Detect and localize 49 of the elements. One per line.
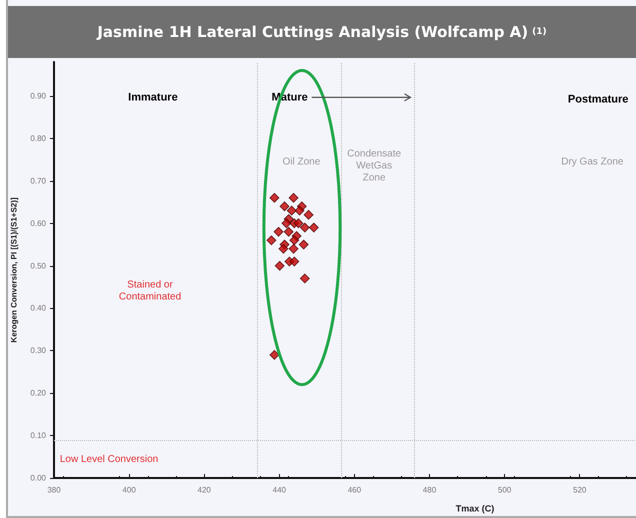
annotation: Immature	[128, 91, 178, 104]
point	[300, 274, 310, 284]
chart-title: Jasmine 1H Lateral Cuttings Analysis (Wolfcamp A)$^{(1)}$	[8, 6, 636, 58]
point	[288, 192, 298, 203]
x-tick-label: 380	[47, 486, 62, 494]
annotation: Dry Gas Zone	[561, 156, 624, 168]
y-tick-label: 0.50	[30, 261, 47, 270]
point	[270, 350, 280, 360]
y-tick-label: 0.20	[30, 388, 47, 398]
x-axis-title: Tmax (C)	[456, 504, 494, 514]
annotation: Low Level Conversion	[60, 454, 158, 465]
point	[300, 222, 310, 232]
x-tick-label: 460	[348, 486, 362, 494]
annotation: Oil Zone	[282, 156, 321, 168]
point	[284, 226, 294, 237]
x-tick-label: 500	[498, 486, 512, 494]
x-tick-label: 440	[272, 486, 287, 494]
y-tick-label: 0.90	[30, 91, 47, 100]
point	[266, 235, 276, 246]
point	[289, 256, 300, 266]
point	[274, 226, 284, 237]
y-tick-label: 0.30	[30, 346, 47, 356]
point	[280, 201, 290, 212]
y-tick-label: 0.00	[30, 474, 47, 482]
y-tick-label: 0.60	[30, 218, 47, 228]
y-tick-label: 0.40	[30, 304, 47, 313]
point	[282, 218, 292, 228]
y-axis-title: Kerogen Conversion, PI [(S1)/(S1+S2)]	[10, 197, 18, 343]
y-tick-label: 0.80	[30, 134, 47, 143]
point	[286, 206, 297, 216]
point	[304, 210, 314, 220]
point	[294, 206, 304, 216]
annotation: Condensate WetGas Zone	[347, 148, 402, 184]
point	[270, 192, 280, 203]
x-tick-label: 400	[122, 486, 136, 494]
point	[289, 235, 300, 246]
x-tick-label: 420	[198, 486, 212, 494]
point	[278, 244, 288, 254]
y-tick-label: 0.70	[30, 176, 47, 186]
y-tick-label: 0.10	[30, 431, 47, 440]
annotation: Postmature	[568, 93, 628, 106]
x-tick-label: 480	[422, 486, 437, 494]
annotation: Stained or Contaminated	[118, 279, 182, 302]
point	[288, 244, 298, 254]
point	[274, 260, 285, 271]
point	[298, 240, 309, 250]
point	[308, 222, 319, 232]
x-tick-label: 520	[573, 486, 587, 494]
point	[294, 218, 304, 228]
